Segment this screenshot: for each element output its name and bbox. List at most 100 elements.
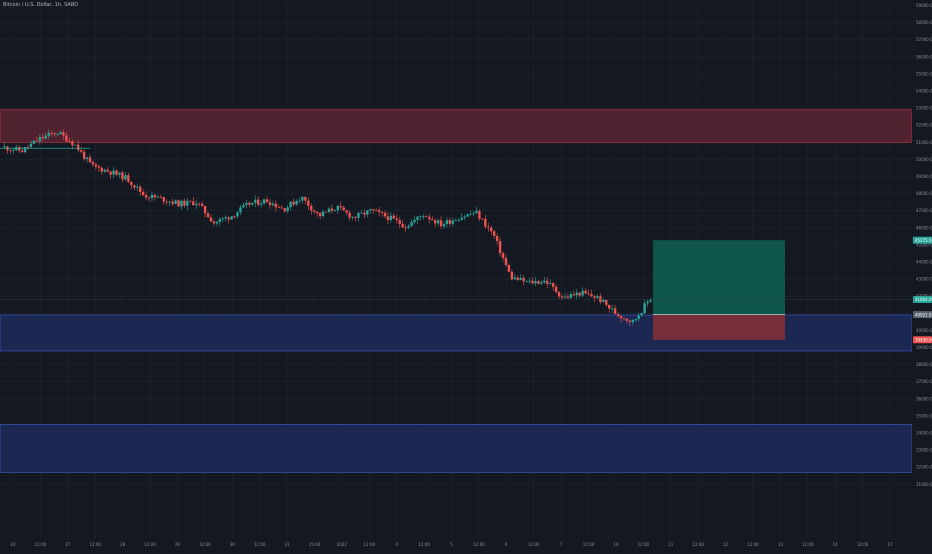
price-axis[interactable]: 59000.0 58000.0 57000.0 56000.0 55000.0 54000… (912, 0, 932, 550)
candle-body (383, 212, 387, 217)
candle-body (26, 146, 30, 148)
price-tick-label: 51000.0 (916, 140, 932, 145)
candle-body (313, 210, 316, 212)
stop-price-badge (913, 336, 932, 344)
candle-body (578, 292, 581, 296)
candle-body (519, 277, 522, 280)
candle-body (227, 217, 230, 220)
candle-body (366, 210, 369, 215)
price-tick-label: 59000.0 (916, 3, 932, 8)
candle-body (510, 271, 514, 280)
candle-body (451, 220, 455, 224)
candle-body (472, 213, 475, 215)
candle-body (634, 319, 637, 320)
candle-body (339, 205, 342, 208)
candle-body (242, 205, 245, 208)
candle-body (372, 209, 375, 211)
candle-body (493, 231, 496, 237)
candle-body (631, 319, 634, 322)
support-zone-lower (0, 424, 913, 473)
time-tick-label: 12 (723, 542, 729, 547)
candle-body (360, 212, 363, 214)
candle-body (457, 220, 460, 221)
time-axis-bg (0, 538, 932, 550)
candle-body (171, 201, 174, 204)
candle-body (454, 220, 457, 222)
candle-body (80, 150, 83, 152)
candle-body (377, 210, 381, 212)
time-tick-label: 4 (395, 542, 398, 547)
candle-body (507, 265, 511, 272)
candle-body (643, 303, 646, 314)
candle-body (389, 215, 393, 221)
price-tick-label: 39000.0 (916, 345, 932, 350)
candle-body (97, 166, 101, 168)
candle-body (106, 169, 109, 172)
candle-body (354, 216, 357, 218)
time-tick-label: 30 (230, 542, 236, 547)
candle-body (513, 277, 516, 280)
candle-body (221, 218, 224, 220)
candle-body (540, 282, 543, 284)
price-tick-label: 37000.0 (916, 379, 932, 384)
candle-body (310, 205, 313, 211)
candle-body (147, 197, 151, 199)
time-tick-label: 12:00 (747, 542, 759, 547)
candle-body (333, 210, 337, 211)
candle-body (248, 202, 251, 205)
time-tick-label: 5 (450, 542, 453, 547)
candle-body (257, 199, 260, 205)
candle-body (56, 134, 59, 136)
time-tick-label: 28 (120, 542, 126, 547)
candle-body (88, 157, 92, 163)
candle-body (304, 196, 307, 201)
candle-body (439, 220, 443, 227)
candle-body (162, 197, 165, 202)
price-tick-label: 52000.0 (916, 123, 932, 128)
candle-body (301, 196, 304, 201)
candle-body (351, 216, 354, 218)
candle-body (262, 199, 266, 204)
time-tick-label: 31 (285, 542, 291, 547)
candle-body (82, 151, 86, 159)
candle-body (224, 217, 227, 219)
candle-body (342, 207, 345, 211)
candle-body (41, 137, 44, 139)
candle-body (613, 308, 617, 315)
candle-body (392, 215, 396, 219)
candle-body (174, 200, 177, 204)
time-tick-label: 7 (560, 542, 563, 547)
candle-body (159, 196, 162, 198)
candle-body (584, 290, 587, 294)
price-tick-label: 31000.0 (916, 482, 932, 487)
candle-body (189, 200, 192, 202)
candle-body (460, 217, 463, 221)
candle-body (413, 219, 416, 223)
time-tick-label: 12:00 (473, 542, 485, 547)
candle-body (522, 277, 525, 282)
candle-body (563, 296, 567, 298)
candle-body (286, 207, 289, 212)
candle-body (183, 200, 186, 206)
candle-body (419, 216, 422, 217)
candle-body (265, 199, 269, 203)
time-axis[interactable]: 24 12:00 27 12:00 28 12:00 29 12:00 30 12:00 31 15:… (0, 538, 932, 550)
time-tick-label: 12:00 (254, 542, 266, 547)
candle-body (271, 203, 275, 206)
candle-body (504, 257, 508, 266)
candle-body (139, 186, 142, 193)
time-tick-label: 12:00 (692, 542, 704, 547)
candle-body (12, 150, 15, 151)
candle-body (254, 199, 257, 203)
long-position-tool[interactable] (653, 240, 785, 340)
candle-body (590, 294, 593, 297)
candle-body (448, 220, 452, 224)
candle-body (274, 203, 278, 208)
candle-body (32, 140, 36, 144)
time-tick-label: 12:00 (583, 542, 595, 547)
price-tick-label: 57000.0 (916, 37, 932, 42)
price-tick-label: 35000.0 (916, 413, 932, 418)
candle-body (345, 210, 348, 213)
